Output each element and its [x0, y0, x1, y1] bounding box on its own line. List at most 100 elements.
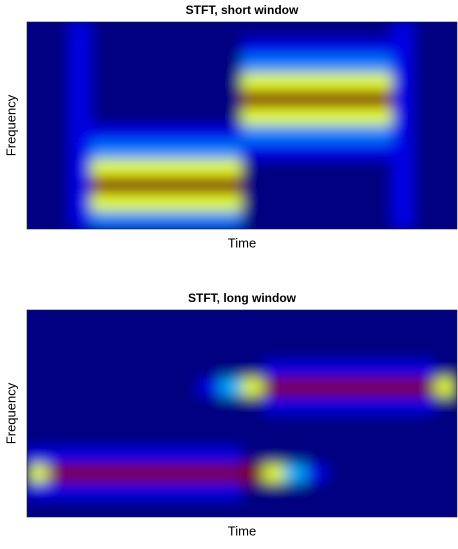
heatmap-cell	[48, 125, 71, 144]
heatmap-cell	[284, 361, 307, 380]
heatmap-cell	[220, 194, 243, 213]
heatmap-cell	[370, 447, 393, 466]
heatmap-cell	[177, 56, 200, 75]
heatmap-cell	[48, 90, 71, 109]
heatmap-cell	[392, 464, 415, 483]
heatmap-cell	[177, 464, 200, 483]
heatmap-cell	[370, 499, 393, 517]
heatmap-cell	[306, 430, 329, 449]
heatmap-cell	[220, 22, 243, 40]
heatmap-cell	[327, 482, 350, 501]
heatmap-cell	[155, 361, 178, 380]
heatmap-cell	[306, 125, 329, 144]
heatmap-cell	[241, 22, 264, 40]
heatmap-cell	[284, 38, 307, 57]
heatmap-cell	[370, 482, 393, 501]
heatmap-cell	[327, 430, 350, 449]
heatmap-cell	[198, 159, 221, 178]
heatmap-cell	[134, 378, 157, 397]
heatmap-cell	[177, 107, 200, 126]
heatmap-cell	[91, 395, 114, 414]
heatmap-cell	[91, 194, 114, 213]
heatmap-cell	[306, 38, 329, 57]
heatmap-cell	[155, 90, 178, 109]
heatmap-cell	[306, 361, 329, 380]
heatmap-cell	[91, 22, 114, 40]
heatmap-cell	[69, 447, 92, 466]
heatmap-cell	[284, 447, 307, 466]
heatmap-cell	[155, 395, 178, 414]
heatmap-cell	[349, 194, 372, 213]
heatmap-cell	[413, 430, 436, 449]
heatmap-cell	[284, 482, 307, 501]
heatmap-cell	[220, 310, 243, 328]
heatmap-cell	[27, 159, 49, 178]
y-axis-label: Frequency	[3, 94, 18, 156]
heatmap-cell	[370, 194, 393, 213]
heatmap-cell	[112, 73, 135, 92]
heatmap-cell	[48, 344, 71, 363]
heatmap-cell	[48, 142, 71, 161]
heatmap-cell	[370, 361, 393, 380]
heatmap-cell	[220, 482, 243, 501]
heatmap-cell	[112, 38, 135, 57]
heatmap-cell	[263, 413, 286, 432]
heatmap-cell	[392, 413, 415, 432]
heatmap-cell	[134, 125, 157, 144]
heatmap-cell	[134, 310, 157, 328]
heatmap-cell	[27, 447, 49, 466]
heatmap-cell	[413, 310, 436, 328]
heatmap-cell	[370, 159, 393, 178]
heatmap-cell	[27, 482, 49, 501]
heatmap-cell	[134, 22, 157, 40]
heatmap-cell	[241, 56, 264, 75]
heatmap-cell	[392, 22, 415, 40]
heatmap-cell	[284, 464, 307, 483]
heatmap-cell	[27, 125, 49, 144]
heatmap-cell	[349, 159, 372, 178]
heatmap-cell	[241, 38, 264, 57]
heatmap-cell	[220, 395, 243, 414]
heatmap-cell	[177, 344, 200, 363]
heatmap-cell	[263, 142, 286, 161]
heatmap-cell	[306, 378, 329, 397]
heatmap-cell	[198, 447, 221, 466]
heatmap-cell	[155, 142, 178, 161]
heatmap-cell	[392, 499, 415, 517]
heatmap-cell	[263, 326, 286, 345]
heatmap-cell	[134, 194, 157, 213]
heatmap-cell	[69, 194, 92, 213]
heatmap-cell	[370, 430, 393, 449]
heatmap-cell	[413, 211, 436, 229]
heatmap-cell	[241, 73, 264, 92]
axes-frame	[26, 309, 458, 518]
heatmap-cell	[155, 430, 178, 449]
heatmap-cell	[349, 211, 372, 229]
heatmap-cell	[370, 73, 393, 92]
heatmap-cell	[155, 194, 178, 213]
heatmap-cell	[263, 395, 286, 414]
heatmap-cell	[198, 176, 221, 195]
heatmap-cell	[220, 464, 243, 483]
heatmap-cell	[435, 326, 457, 345]
heatmap-cell	[306, 499, 329, 517]
heatmap-cell	[91, 413, 114, 432]
heatmap-cell	[284, 378, 307, 397]
heatmap-cell	[413, 90, 436, 109]
heatmap-cell	[413, 142, 436, 161]
heatmap-cell	[155, 107, 178, 126]
heatmap-cell	[48, 447, 71, 466]
heatmap-cell	[27, 107, 49, 126]
heatmap-cell	[27, 430, 49, 449]
heatmap-cell	[241, 378, 264, 397]
heatmap-cell	[112, 464, 135, 483]
heatmap-cell	[69, 142, 92, 161]
heatmap-cell	[435, 107, 457, 126]
heatmap-cell	[155, 464, 178, 483]
heatmap-cell	[370, 107, 393, 126]
heatmap-cell	[435, 499, 457, 517]
heatmap-cell	[241, 326, 264, 345]
heatmap-cell	[91, 211, 114, 229]
heatmap-cell	[112, 395, 135, 414]
heatmap-cell	[198, 344, 221, 363]
